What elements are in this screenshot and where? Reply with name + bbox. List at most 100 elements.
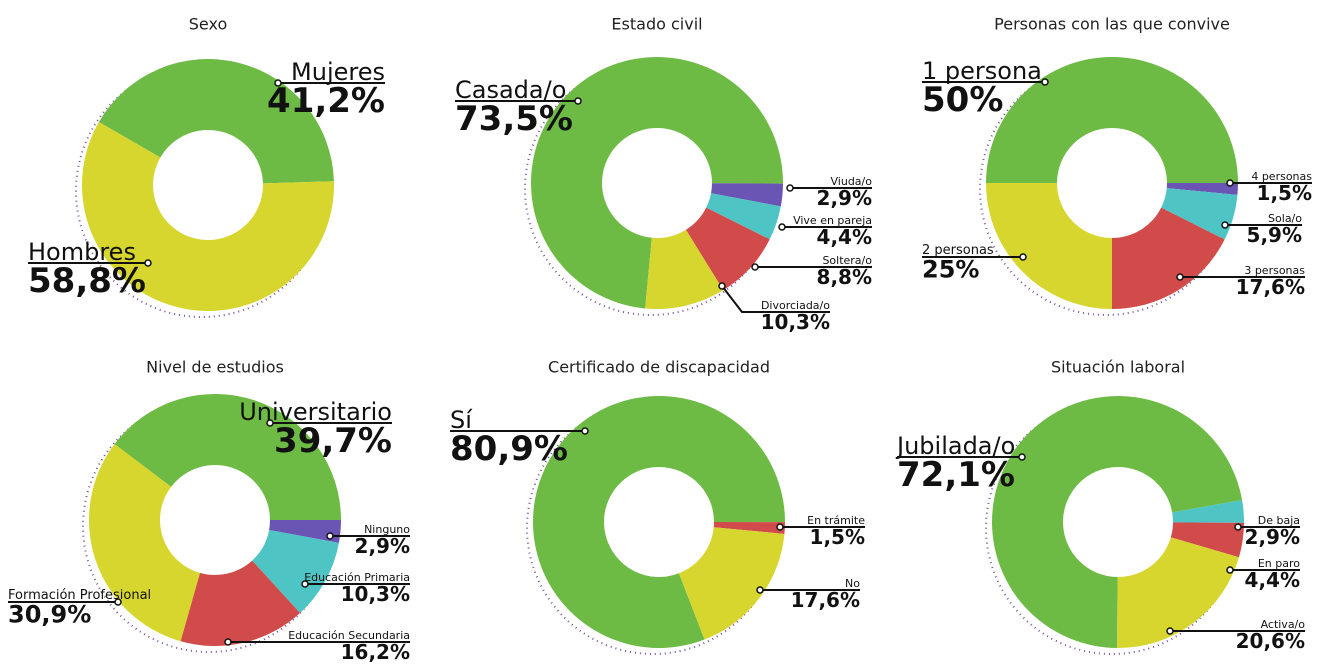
value-label: 17,6% [1236,275,1305,299]
slice [685,207,770,291]
value-label: 58,8% [28,261,146,301]
slice [1161,188,1238,240]
slice-label: Educación Primaria [304,571,410,584]
donut-chart: Personas con las que convive 1 persona50%… [922,15,1312,316]
slice-label: Universitario [239,398,392,426]
leader-dot [326,532,334,540]
slice [986,183,1112,309]
slice [88,443,200,642]
slice [1170,522,1244,558]
value-label: 2,9% [817,186,872,210]
slice [1117,537,1239,648]
slice [986,57,1238,183]
slice [269,520,341,543]
slice-label: 2 personas [922,243,994,258]
leader-dot [1234,523,1242,531]
value-label: 5,9% [1247,223,1302,247]
donut-chart: Estado civil Casada/o73,5% Viuda/o2,9% Vive… [455,15,873,334]
chart-title: Situación laboral [1051,358,1185,377]
value-label: 25% [922,255,979,283]
leader-dot [778,223,786,231]
leader-dot [1018,453,1026,461]
leader-dot [301,580,309,588]
leader-dot [1226,566,1234,574]
value-label: 17,6% [791,588,860,612]
slice [252,529,339,613]
leader-dot [786,184,794,192]
slice [180,560,301,646]
slice [645,229,724,309]
value-label: 20,6% [1236,629,1305,653]
leader-dot [581,427,589,435]
leader-dot [274,79,282,87]
slice-label: Sí [450,406,473,434]
chart-title: Personas con las que convive [994,15,1230,34]
slice-label: Formación Profesional [8,588,151,603]
slice [1172,500,1244,523]
leader-dot [1226,179,1234,187]
chart-title: Nivel de estudios [146,358,284,377]
leader-dot [1041,78,1049,86]
value-label: 50% [922,80,1003,120]
slice-label: Hombres [28,238,136,266]
slice-label: Ninguno [364,523,410,536]
value-label: 41,2% [267,81,385,121]
chart-title: Estado civil [611,15,702,34]
value-label: 4,4% [1245,568,1300,592]
value-label: 10,3% [761,310,830,334]
value-label: 1,5% [1257,181,1312,205]
leader-dot [224,638,232,646]
leader-dot [266,419,274,427]
slice-label: 1 persona [922,57,1042,85]
slice-label: Jubilada/o [895,432,1015,460]
slice-label: Mujeres [291,58,385,86]
slice [1112,207,1225,309]
leader-line [721,285,830,313]
value-label: 8,8% [817,265,872,289]
leader-dot [144,259,152,267]
leader-dot [574,97,582,105]
chart-title: Certificado de discapacidad [548,358,770,377]
leader-dot [776,523,784,531]
slice-label: 4 personas [1251,170,1312,183]
slice-label: Educación Secundaria [288,629,410,642]
value-label: 10,3% [341,582,410,606]
slice-label: No [845,577,860,590]
slice-label: Divorciada/o [761,299,830,312]
leader-dot [718,282,726,290]
slice-label: Activa/o [1261,618,1306,631]
slice-label: En paro [1258,557,1300,570]
value-label: 16,2% [341,640,410,664]
slice [992,396,1243,648]
value-label: 39,7% [274,421,392,461]
slice-label: Vive en pareja [793,214,872,227]
slice [531,57,783,309]
value-label: 80,9% [450,429,568,469]
slice [533,396,785,648]
value-label: 73,5% [455,99,573,139]
slice-label: En trámite [807,514,865,527]
slice-label: Casada/o [455,76,566,104]
slice-label: De baja [1258,514,1300,527]
slice [1166,183,1238,195]
slice [706,193,781,240]
leader-dot [114,598,122,606]
slice [114,393,341,521]
leader-dot [1166,627,1174,635]
slice-label: Viuda/o [831,175,873,188]
value-label: 72,1% [897,455,1015,495]
leader-dot [1019,253,1027,261]
value-label: 2,9% [1245,525,1300,549]
slice-label: Sola/o [1268,212,1302,225]
value-label: 30,9% [8,600,91,628]
leader-dot [1176,273,1184,281]
slice [711,183,783,207]
slice [713,522,785,534]
value-label: 4,4% [817,225,872,249]
slice-label: 3 personas [1244,264,1305,277]
